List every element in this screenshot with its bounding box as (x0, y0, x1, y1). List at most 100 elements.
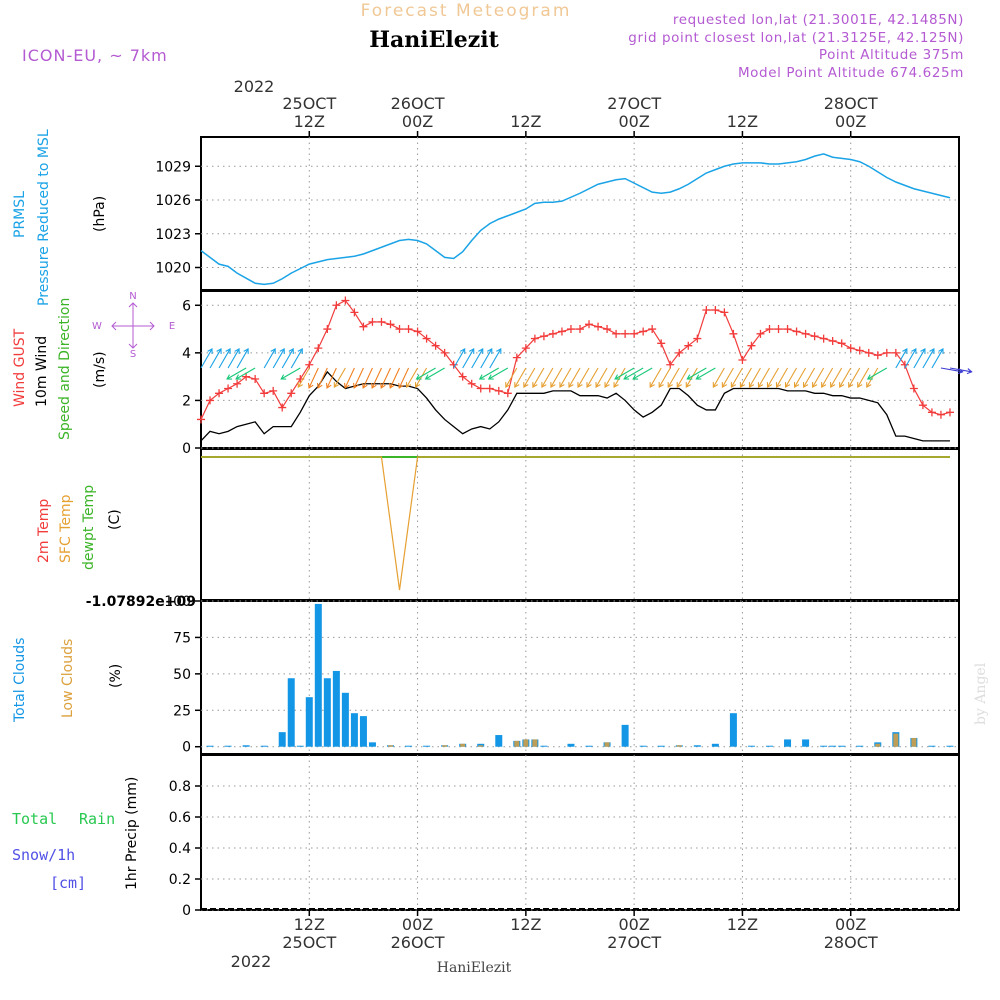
gust-point (359, 322, 368, 331)
gust-point (566, 325, 575, 334)
wind-direction-arrowhead (207, 348, 213, 354)
wind-direction-arrowhead (460, 348, 466, 354)
gust-point (251, 375, 260, 384)
gust-point (458, 372, 467, 381)
precip-labels: Total Rain Snow/1h [cm] 1hr Precip (mm) (12, 777, 140, 892)
wind-direction-arrow (866, 367, 879, 388)
wind-direction-arrow (326, 367, 337, 389)
wind-direction-arrowhead (695, 374, 702, 380)
gust-point (747, 341, 756, 350)
wind-direction-arrow (676, 367, 689, 388)
gust-point (368, 317, 377, 326)
wind-direction-arrow (712, 367, 725, 388)
total-cloud-bar (540, 745, 548, 747)
gust-point (585, 320, 594, 329)
gust-point (512, 353, 521, 362)
wind-direction-arrow (931, 348, 944, 369)
wind-direction-arrow (922, 348, 935, 369)
clouds-ytick-label: 25 (173, 703, 191, 719)
wind-direction-arrow (489, 348, 502, 369)
clouds-panel-frame (200, 600, 960, 755)
wind-direction-arrow (280, 367, 301, 380)
gust-point (864, 348, 873, 357)
wind-direction-arrow (514, 367, 527, 388)
gust-point (278, 403, 287, 412)
wind-direction-arrowhead (380, 382, 386, 389)
gust-point (386, 320, 395, 329)
gust-point (603, 325, 612, 334)
wind-direction-arrow (371, 367, 382, 389)
wind-direction-arrowhead (632, 374, 639, 380)
low-cloud-bar (388, 745, 393, 747)
pressure-ytick-label: 1029 (155, 159, 191, 175)
wind-direction-arrowhead (586, 382, 592, 388)
gust-point (810, 332, 819, 341)
bottom-axis-date: 27OCT (607, 933, 661, 952)
total-clouds-label: Total Clouds (12, 638, 28, 723)
wind-direction-arrow (595, 367, 608, 388)
wind-direction-arrowhead (604, 382, 610, 388)
wind-direction-arrow (453, 348, 466, 369)
wind-direction-arrowhead (514, 382, 520, 388)
low-cloud-bar (514, 740, 520, 747)
pressure-label-1: PRMSL (12, 191, 28, 238)
wind-direction-arrow (317, 367, 328, 389)
total-cloud-bar (585, 745, 593, 747)
wind-direction-arrowhead (398, 382, 404, 389)
wind-direction-arrow (812, 367, 825, 388)
gust-point (819, 334, 828, 343)
wind-direction-arrowhead (568, 382, 574, 388)
wind-direction-arrowhead (623, 374, 630, 380)
wind-direction-arrow (730, 367, 743, 388)
gust-point (206, 396, 215, 405)
wind-direction-arrowhead (405, 382, 412, 388)
wind-direction-arrowhead (775, 382, 782, 388)
low-cloud-bar (875, 743, 881, 747)
low-cloud-bar (460, 743, 466, 747)
clouds-ytick-label: 0 (182, 740, 191, 756)
gust-point (729, 329, 738, 338)
wind-direction-arrowhead (595, 382, 601, 388)
gust-point (774, 325, 783, 334)
total-cloud-bar (296, 745, 304, 747)
wind-ytick-label: 4 (182, 346, 191, 362)
wind-direction-arrowhead (857, 382, 863, 388)
wind-direction-arrowhead (280, 374, 287, 380)
temp-2m-label: 2m Temp (36, 499, 52, 563)
wind-direction-arrow (290, 348, 303, 369)
wind-direction-arrow (776, 367, 789, 388)
wind-direction-arrowhead (830, 382, 836, 388)
wind-direction-arrowhead (793, 382, 800, 388)
wind-direction-arrowhead (225, 348, 231, 354)
sfc-temp-series (201, 456, 950, 591)
wind-direction-arrow (794, 367, 807, 388)
wind-direction-arrow (687, 367, 707, 380)
top-axis-date: 26OCT (391, 94, 445, 113)
wind-direction-arrowhead (487, 374, 494, 380)
wind-direction-arrowhead (297, 382, 303, 388)
wind-direction-arrowhead (802, 382, 809, 388)
bottom-axis-date: 28OCT (824, 933, 878, 952)
wind-direction-arrowhead (362, 382, 368, 389)
gust-point (557, 327, 566, 336)
watermark: by Angel (973, 662, 989, 725)
wind-direction-arrow (913, 348, 926, 369)
wind-direction-arrowhead (812, 382, 818, 388)
pressure-ytick-label: 1026 (155, 193, 191, 209)
bottom-axis-hour: 12Z (294, 915, 325, 934)
wind-direction-arrowhead (478, 374, 485, 380)
wind-direction-arrow (667, 367, 680, 388)
wind-direction-arrowhead (784, 382, 791, 388)
closest-coords: grid point closest lon,lat (21.3125E, 42… (628, 30, 964, 46)
gust-point (197, 415, 205, 424)
gust-point (539, 332, 548, 341)
wind-direction-arrowhead (685, 382, 691, 388)
wind-direction-arrow (406, 367, 419, 388)
wind-direction-arrow (867, 367, 888, 380)
gust-point (918, 401, 927, 410)
wind-direction-arrowhead (371, 382, 377, 389)
gust-point (576, 325, 584, 334)
wind-direction-arrow (416, 367, 436, 380)
wind-direction-arrowhead (344, 382, 350, 389)
